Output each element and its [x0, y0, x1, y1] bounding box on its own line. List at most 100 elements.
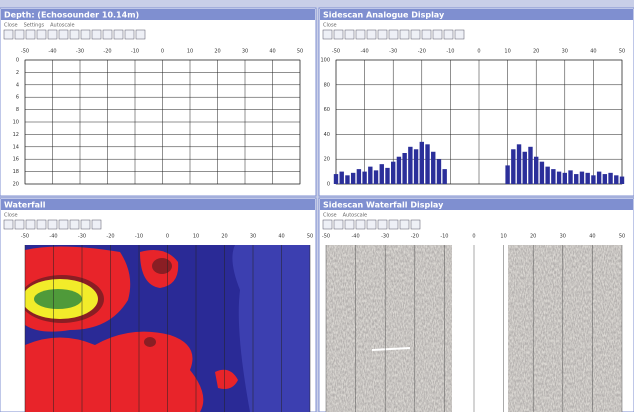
menu-item[interactable]: Autoscale — [343, 213, 368, 219]
toolbar-button[interactable] — [323, 30, 332, 39]
x-tick-label: 10 — [500, 234, 506, 240]
toolbar-button[interactable] — [444, 30, 453, 39]
menu-item[interactable]: Close — [4, 213, 18, 219]
intensity-bar — [585, 173, 589, 184]
toolbar-button[interactable] — [92, 30, 101, 39]
x-tick-label: -20 — [418, 49, 426, 55]
toolbar-button[interactable] — [4, 30, 13, 39]
x-tick-label: 20 — [221, 234, 227, 240]
toolbar-button[interactable] — [367, 30, 376, 39]
toolbar-button[interactable] — [389, 30, 398, 39]
intensity-bar — [620, 177, 624, 184]
menu-item[interactable]: Autoscale — [50, 23, 75, 29]
toolbar-button[interactable] — [334, 30, 343, 39]
toolbar-button[interactable] — [15, 30, 24, 39]
toolbar-button[interactable] — [356, 30, 365, 39]
x-tick-label: 50 — [619, 234, 625, 240]
x-tick-label: -30 — [76, 49, 84, 55]
x-tick-label: -50 — [21, 234, 29, 240]
toolbar-button[interactable] — [125, 30, 134, 39]
toolbar-button[interactable] — [59, 220, 68, 229]
intensity-bar — [597, 172, 601, 184]
intensity-bar — [591, 175, 595, 184]
panel-title: Waterfall — [4, 201, 46, 210]
intensity-bar — [391, 162, 395, 184]
y-tick-label: 4 — [16, 82, 19, 88]
x-tick-label: 10 — [187, 49, 193, 55]
toolbar-button[interactable] — [15, 220, 24, 229]
intensity-bar — [608, 173, 612, 184]
toolbar-button[interactable] — [411, 220, 420, 229]
toolbar-button[interactable] — [48, 30, 57, 39]
intensity-bar — [397, 157, 401, 184]
toolbar-button[interactable] — [378, 30, 387, 39]
toolbar-button[interactable] — [389, 220, 398, 229]
intensity-bar — [511, 149, 515, 184]
x-tick-label: -30 — [389, 49, 397, 55]
intensity-bar — [442, 169, 446, 184]
x-tick-label: 10 — [193, 234, 199, 240]
toolbar-button[interactable] — [345, 30, 354, 39]
toolbar-button[interactable] — [70, 220, 79, 229]
intensity-bar — [568, 170, 572, 184]
x-tick-label: 50 — [619, 49, 625, 55]
toolbar-button[interactable] — [37, 30, 46, 39]
intensity-bar — [580, 172, 584, 184]
menu-item[interactable]: Close — [4, 23, 18, 29]
toolbar-button[interactable] — [400, 220, 409, 229]
intensity-bar — [563, 173, 567, 184]
y-tick-label: 10 — [13, 120, 19, 126]
toolbar-button[interactable] — [367, 220, 376, 229]
y-tick-label: 8 — [16, 107, 19, 113]
menu-item[interactable]: Close — [323, 23, 337, 29]
y-tick-label: 0 — [16, 58, 19, 64]
toolbar-button[interactable] — [103, 30, 112, 39]
intensity-bar — [431, 152, 435, 184]
toolbar-button[interactable] — [455, 30, 464, 39]
intensity-bar — [545, 167, 549, 184]
panel-title: Sidescan Waterfall Display — [323, 201, 444, 210]
toolbar-button[interactable] — [81, 30, 90, 39]
intensity-bar — [540, 162, 544, 184]
toolbar-button[interactable] — [345, 220, 354, 229]
toolbar-button[interactable] — [92, 220, 101, 229]
x-tick-label: -40 — [48, 49, 56, 55]
toolbar-button[interactable] — [114, 30, 123, 39]
intensity-bar — [345, 175, 349, 184]
x-tick-label: 0 — [477, 49, 480, 55]
toolbar-button[interactable] — [356, 220, 365, 229]
intensity-bar — [574, 174, 578, 184]
toolbar-button[interactable] — [48, 220, 57, 229]
title-bar — [1, 199, 315, 210]
x-tick-label: -10 — [135, 234, 143, 240]
x-tick-label: -50 — [21, 49, 29, 55]
toolbar-button[interactable] — [334, 220, 343, 229]
toolbar-button[interactable] — [26, 220, 35, 229]
x-tick-label: -30 — [78, 234, 86, 240]
intensity-bar — [402, 153, 406, 184]
toolbar-button[interactable] — [70, 30, 79, 39]
x-tick-label: -50 — [332, 49, 340, 55]
toolbar-button[interactable] — [378, 220, 387, 229]
menu-item[interactable]: Settings — [24, 23, 45, 29]
x-tick-label: 20 — [214, 49, 220, 55]
y-tick-label: 16 — [13, 157, 19, 163]
toolbar-button[interactable] — [26, 30, 35, 39]
intensity-bar — [380, 164, 384, 184]
toolbar-button[interactable] — [136, 30, 145, 39]
y-tick-label: 2 — [16, 70, 19, 76]
intensity-bar — [374, 170, 378, 184]
toolbar-button[interactable] — [4, 220, 13, 229]
intensity-bar — [351, 173, 355, 184]
toolbar-button[interactable] — [81, 220, 90, 229]
toolbar-button[interactable] — [422, 30, 431, 39]
toolbar-button[interactable] — [400, 30, 409, 39]
toolbar-button[interactable] — [59, 30, 68, 39]
menu-item[interactable]: Close — [323, 213, 337, 219]
toolbar-button[interactable] — [37, 220, 46, 229]
toolbar-button[interactable] — [323, 220, 332, 229]
intensity-bar — [534, 157, 538, 184]
intensity-bar — [334, 174, 338, 184]
toolbar-button[interactable] — [433, 30, 442, 39]
toolbar-button[interactable] — [411, 30, 420, 39]
